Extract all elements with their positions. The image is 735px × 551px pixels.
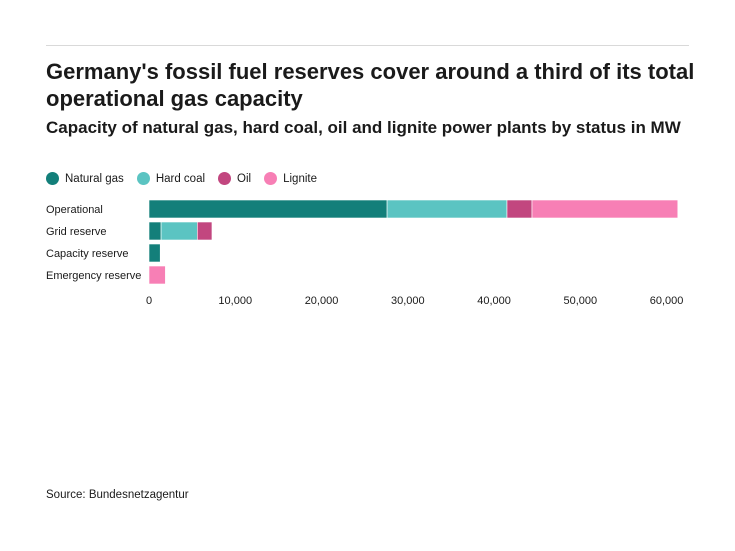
legend-label: Oil xyxy=(237,172,252,185)
legend-swatch xyxy=(264,172,278,185)
bar-segment xyxy=(197,221,213,241)
top-rule xyxy=(46,45,689,46)
bar-chart: Operational Grid reserve Capacity reserve E… xyxy=(46,199,683,307)
legend-label: Natural gas xyxy=(65,172,124,185)
chart-title: Germany's fossil fuel reserves cover aro… xyxy=(46,59,695,111)
x-tick-label: 0 xyxy=(146,295,152,307)
x-tick-label: 10,000 xyxy=(218,295,252,307)
x-tick-label: 60,000 xyxy=(650,295,684,307)
x-tick-label: 20,000 xyxy=(305,295,339,307)
row-label: Grid reserve xyxy=(46,226,107,238)
legend-item: Hard coal xyxy=(136,172,206,185)
row-label: Operational xyxy=(46,204,103,216)
legend-item: Lignite xyxy=(264,172,317,185)
x-tick-label: 30,000 xyxy=(391,295,425,307)
bars xyxy=(148,199,679,285)
legend-label: Hard coal xyxy=(155,172,206,185)
source-note: Source: Bundesnetzagentur xyxy=(46,489,189,501)
legend-swatch xyxy=(136,172,150,185)
legend-swatch xyxy=(46,172,59,185)
x-tick-label: 50,000 xyxy=(563,295,597,307)
bar-segment xyxy=(531,199,679,219)
legend: Natural gas Hard coal Oil Lignite xyxy=(46,172,317,185)
legend-label: Lignite xyxy=(283,172,317,185)
bar-segment xyxy=(506,199,533,219)
bar-segment xyxy=(160,221,198,241)
bar-segment xyxy=(148,199,388,219)
bar-segment xyxy=(148,243,161,263)
chart-subtitle: Capacity of natural gas, hard coal, oil … xyxy=(46,118,681,137)
row-labels: Operational Grid reserve Capacity reserve E… xyxy=(46,204,141,282)
x-ticks: 0 10,000 20,000 30,000 40,000 50,000 60,000 xyxy=(146,295,683,307)
legend-swatch xyxy=(218,172,232,185)
bar-segment xyxy=(148,221,162,241)
bar-segment xyxy=(386,199,508,219)
legend-item: Natural gas xyxy=(46,172,124,185)
x-tick-label: 40,000 xyxy=(477,295,511,307)
row-label: Capacity reserve xyxy=(46,248,129,260)
row-label: Emergency reserve xyxy=(46,270,141,282)
legend-item: Oil xyxy=(218,172,251,185)
bar-segment xyxy=(148,265,166,285)
